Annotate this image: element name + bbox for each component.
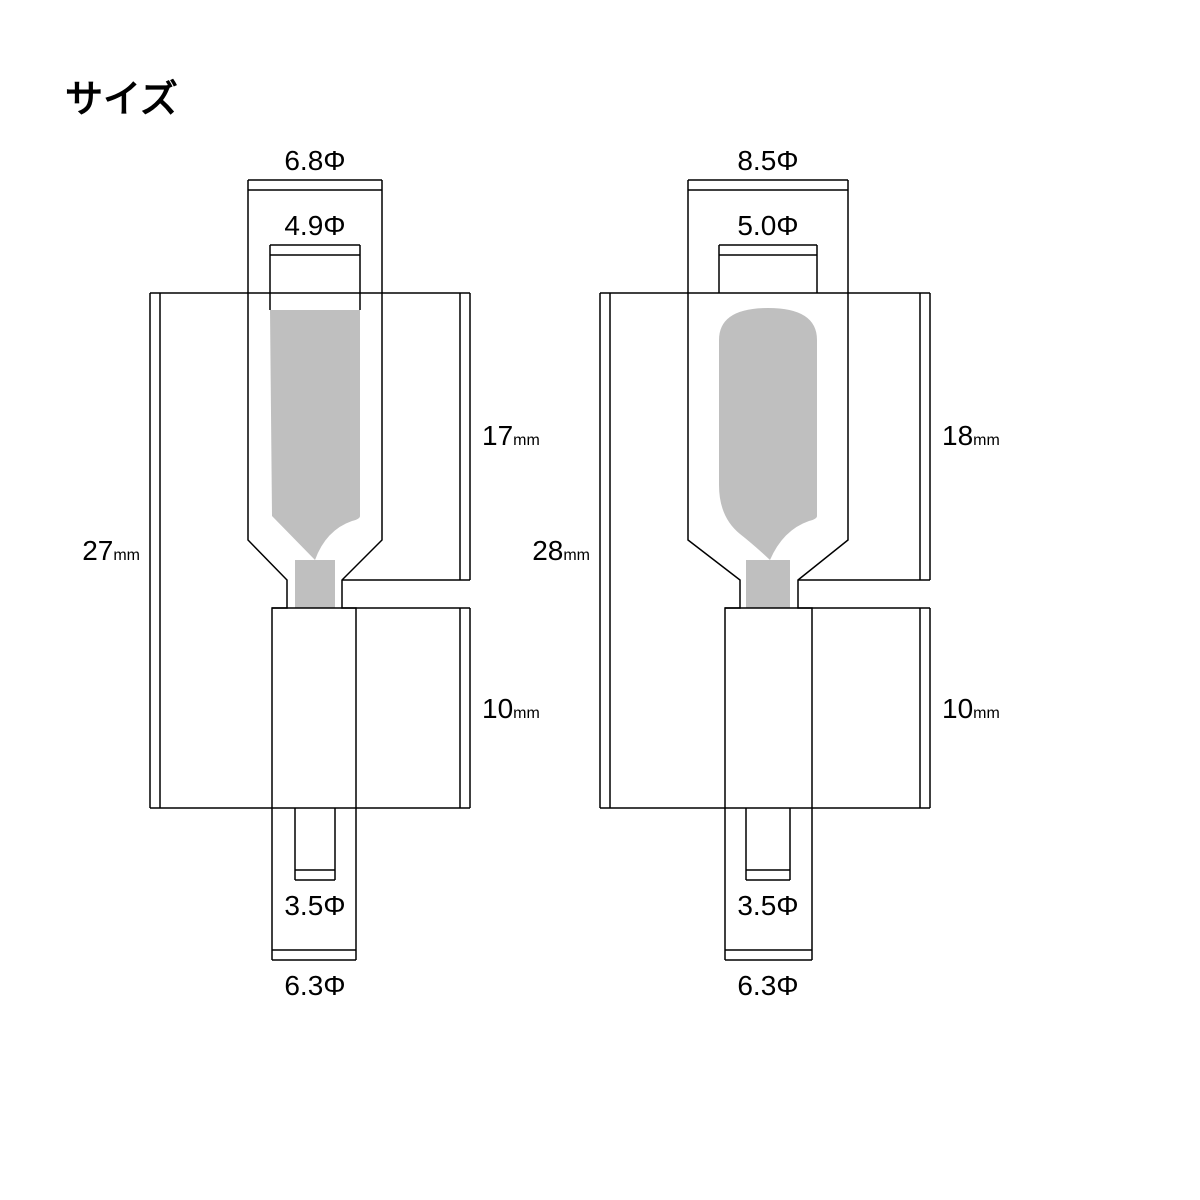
left-insert [270,310,360,608]
left-top-outer: 6.8Φ [284,145,345,176]
right-lower-height: 10mm [942,693,1000,724]
right-top-outer: 8.5Φ [737,145,798,176]
right-upper-height: 18mm [942,420,1000,451]
left-bottom-outer: 6.3Φ [284,970,345,1001]
left-upper-height: 17mm [482,420,540,451]
right-bottom-inner: 3.5Φ [737,890,798,921]
right-top-inner: 5.0Φ [737,210,798,241]
right-insert [719,308,817,608]
left-part: 6.8Φ 4.9Φ 27mm 17mm 10mm 3.5Φ [82,145,540,1001]
left-bottom-inner: 3.5Φ [284,890,345,921]
left-total-height: 27mm [82,535,140,566]
right-total-height: 28mm [532,535,590,566]
left-top-inner: 4.9Φ [284,210,345,241]
left-lower-height: 10mm [482,693,540,724]
right-bottom-outer: 6.3Φ [737,970,798,1001]
right-part: 8.5Φ 5.0Φ 28mm 18mm 10mm 3.5Φ [532,145,1000,1001]
diagram-svg: 6.8Φ 4.9Φ 27mm 17mm 10mm 3.5Φ [0,0,1200,1200]
